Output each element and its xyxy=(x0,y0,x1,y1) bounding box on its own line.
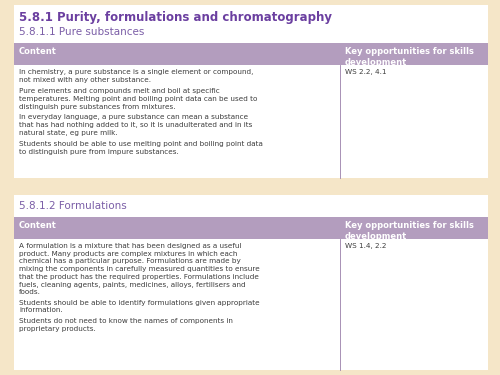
Text: Students should be able to identify formulations given appropriate
information.: Students should be able to identify form… xyxy=(19,300,260,313)
Text: In chemistry, a pure substance is a single element or compound,
not mixed with a: In chemistry, a pure substance is a sing… xyxy=(19,69,254,83)
Text: 5.8.1.1 Pure substances: 5.8.1.1 Pure substances xyxy=(19,27,144,37)
Bar xyxy=(14,5,488,178)
Text: Students should be able to use melting point and boiling point data
to distingui: Students should be able to use melting p… xyxy=(19,141,263,155)
Bar xyxy=(14,217,488,239)
Bar xyxy=(14,43,488,65)
Text: Key opportunities for skills
development: Key opportunities for skills development xyxy=(345,221,474,241)
Text: WS 1.4, 2.2: WS 1.4, 2.2 xyxy=(345,243,387,249)
Bar xyxy=(14,195,488,370)
Text: Pure elements and compounds melt and boil at specific
temperatures. Melting poin: Pure elements and compounds melt and boi… xyxy=(19,88,258,110)
Text: In everyday language, a pure substance can mean a substance
that has had nothing: In everyday language, a pure substance c… xyxy=(19,114,252,136)
Text: Content: Content xyxy=(19,221,57,230)
Text: WS 2.2, 4.1: WS 2.2, 4.1 xyxy=(345,69,387,75)
Text: A formulation is a mixture that has been designed as a useful
product. Many prod: A formulation is a mixture that has been… xyxy=(19,243,260,296)
Text: Students do not need to know the names of components in
proprietary products.: Students do not need to know the names o… xyxy=(19,318,233,332)
Text: 5.8.1 Purity, formulations and chromatography: 5.8.1 Purity, formulations and chromatog… xyxy=(19,11,332,24)
Text: Content: Content xyxy=(19,47,57,56)
Text: 5.8.1.2 Formulations: 5.8.1.2 Formulations xyxy=(19,201,127,211)
Text: Key opportunities for skills
development: Key opportunities for skills development xyxy=(345,47,474,67)
